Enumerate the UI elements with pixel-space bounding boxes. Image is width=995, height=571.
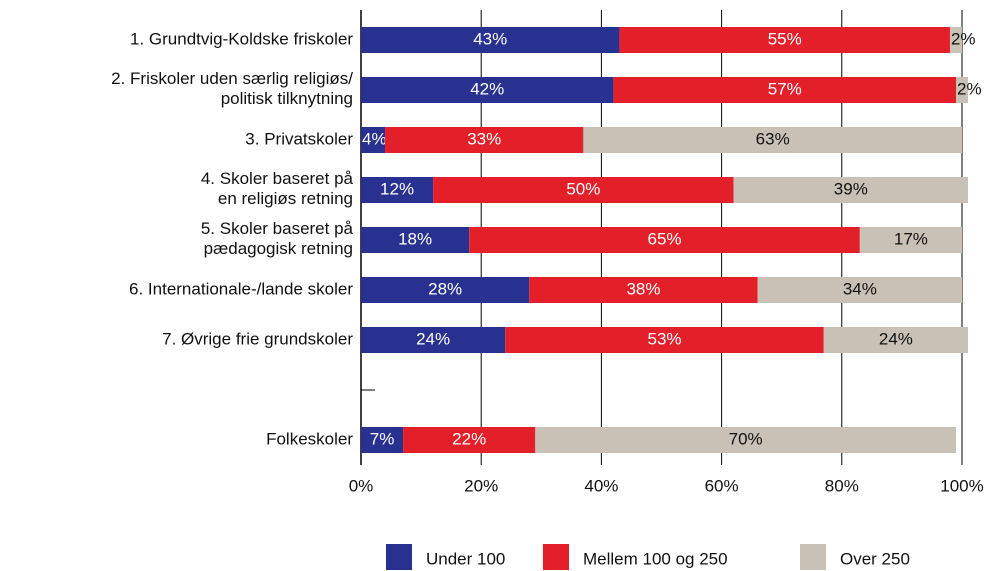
x-tick-label: 80% (825, 476, 859, 495)
bar-segment (505, 327, 824, 353)
data-label: 50% (566, 179, 600, 198)
data-label: 43% (473, 29, 507, 48)
bar-segment (361, 127, 386, 153)
y-tick-label: Folkeskoler (266, 429, 353, 448)
label-line: politisk tilknytning (221, 89, 353, 108)
y-tick-label: 4. Skoler baseret på en religiøs retning (201, 169, 354, 208)
data-label: 22% (452, 429, 486, 448)
data-label: 2% (957, 79, 982, 98)
label-line: en religiøs retning (218, 189, 353, 208)
bar-segment (535, 427, 956, 453)
x-tick-label: 20% (464, 476, 498, 495)
data-label: 24% (879, 329, 913, 348)
y-tick-label: 2. Friskoler uden særlig religiøs/politi… (111, 69, 353, 108)
bar-segment (529, 277, 758, 303)
legend-label: Over 250 (840, 549, 910, 568)
data-label: 7% (370, 429, 395, 448)
y-tick-label: 5. Skoler baseret på pædagogisk retning (201, 219, 354, 258)
bar-segment (949, 27, 962, 53)
bar-segment (859, 227, 962, 253)
data-label: 39% (834, 179, 868, 198)
data-label: 4% (362, 129, 387, 148)
bar-segment (361, 177, 434, 203)
bar-segment (361, 427, 404, 453)
bar-segment (361, 227, 470, 253)
data-label: 18% (398, 229, 432, 248)
bar-segment (757, 277, 962, 303)
x-tick-label: 100% (940, 476, 983, 495)
label-line: 5. Skoler baseret på (201, 219, 354, 238)
data-label: 42% (470, 79, 504, 98)
legend-swatch (800, 544, 826, 570)
data-label: 12% (380, 179, 414, 198)
bar-segment (361, 277, 530, 303)
data-label: 63% (756, 129, 790, 148)
y-tick-label: 1. Grundtvig-Koldske friskoler (130, 29, 353, 48)
data-label: 70% (729, 429, 763, 448)
data-label: 2% (951, 29, 976, 48)
data-label: 65% (647, 229, 681, 248)
x-tick-label: 0% (349, 476, 374, 495)
data-label: 57% (768, 79, 802, 98)
bar-segment (955, 77, 969, 103)
label-line: 4. Skoler baseret på (201, 169, 354, 188)
bar-segment (583, 127, 962, 153)
y-tick-label: 6. Internationale-/lande skoler (129, 279, 353, 298)
bar-segment (403, 427, 536, 453)
bar-segment (361, 27, 620, 53)
y-tick-label: 3. Privatskoler (245, 129, 353, 148)
data-label: 17% (894, 229, 928, 248)
data-label: 55% (768, 29, 802, 48)
bar-segment (385, 127, 584, 153)
label-line: pædagogisk retning (204, 239, 353, 258)
legend-swatch (386, 544, 412, 570)
data-label: 24% (416, 329, 450, 348)
bar-segment (361, 77, 614, 103)
data-label: 33% (467, 129, 501, 148)
data-label: 28% (428, 279, 462, 298)
label-line: 2. Friskoler uden særlig religiøs/ (111, 69, 353, 88)
bar-segment (433, 177, 734, 203)
legend-label: Under 100 (426, 549, 505, 568)
data-label: 38% (626, 279, 660, 298)
bar-segment (733, 177, 969, 203)
bar-segment (823, 327, 969, 353)
bar-segment (469, 227, 860, 253)
x-tick-label: 40% (584, 476, 618, 495)
bar-segment (361, 327, 506, 353)
data-label: 53% (647, 329, 681, 348)
legend-swatch (543, 544, 569, 570)
bar-segment (619, 27, 950, 53)
x-tick-label: 60% (705, 476, 739, 495)
y-tick-label: 7. Øvrige frie grundskoler (162, 329, 353, 348)
data-label: 34% (843, 279, 877, 298)
legend-label: Mellem 100 og 250 (583, 549, 728, 568)
bar-segment (613, 77, 956, 103)
